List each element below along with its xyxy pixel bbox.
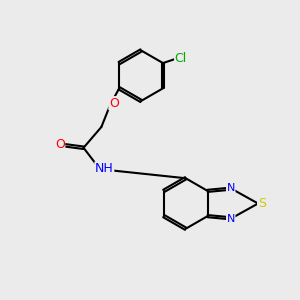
Text: Cl: Cl bbox=[175, 52, 187, 65]
Text: S: S bbox=[258, 197, 266, 210]
Text: N: N bbox=[226, 183, 235, 193]
Text: O: O bbox=[109, 97, 119, 110]
Text: N: N bbox=[226, 214, 235, 224]
Text: NH: NH bbox=[95, 162, 114, 175]
Text: O: O bbox=[55, 138, 65, 151]
